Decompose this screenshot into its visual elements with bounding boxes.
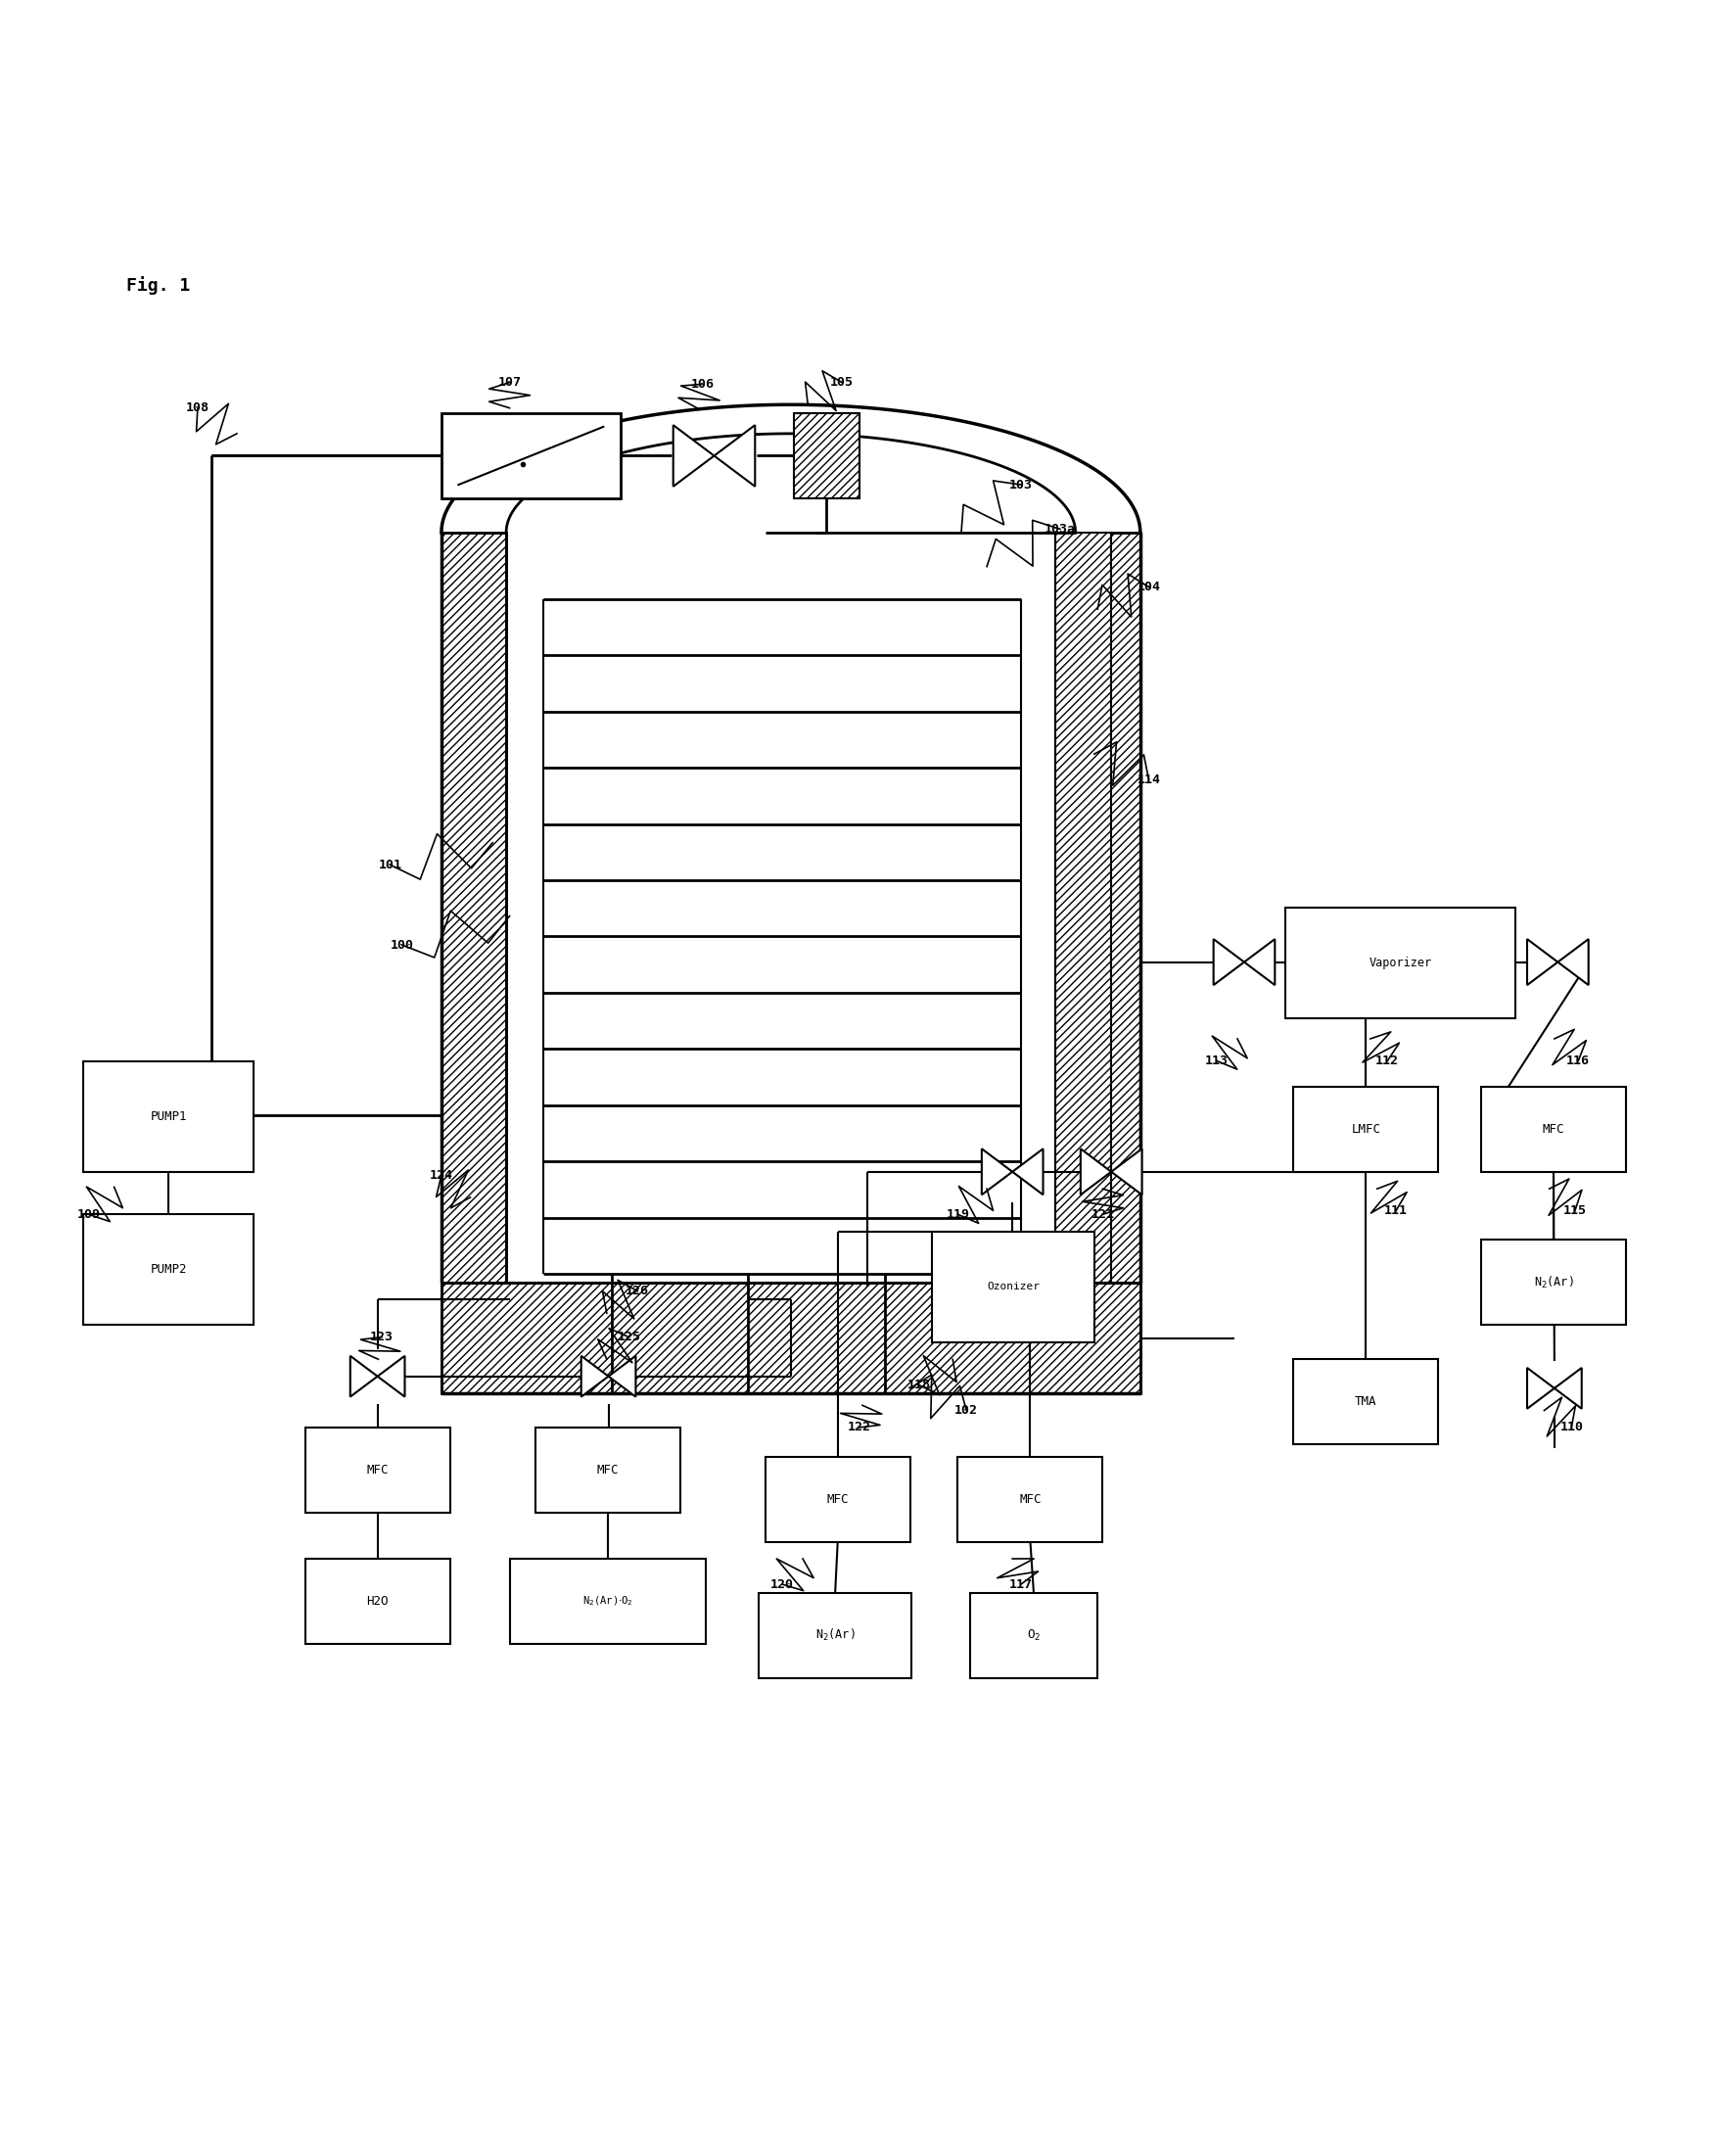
Text: MFC: MFC (1019, 1492, 1041, 1505)
Text: 116: 116 (1567, 1054, 1589, 1067)
Bar (1294, 1087, 1438, 1171)
Bar (1055, 533, 1112, 1283)
Polygon shape (1012, 1149, 1043, 1194)
Text: MFC: MFC (366, 1464, 388, 1477)
Text: 117: 117 (1008, 1578, 1033, 1591)
Text: Fig. 1: Fig. 1 (125, 276, 191, 295)
Text: 114: 114 (1137, 774, 1160, 787)
Text: TMA: TMA (1356, 1395, 1378, 1408)
Text: 119: 119 (947, 1207, 969, 1220)
Text: PUMP1: PUMP1 (151, 1110, 187, 1123)
Text: 123: 123 (369, 1330, 393, 1343)
Polygon shape (1527, 1367, 1555, 1408)
Bar (306, 1559, 450, 1645)
Bar (510, 1559, 706, 1645)
Text: N$_2$(Ar): N$_2$(Ar) (1534, 1274, 1574, 1291)
Text: 102: 102 (955, 1404, 978, 1416)
Bar (1481, 1240, 1625, 1326)
Polygon shape (715, 425, 754, 487)
Text: O$_2$: O$_2$ (1027, 1628, 1041, 1643)
Polygon shape (608, 1356, 636, 1397)
Text: 120: 120 (771, 1578, 794, 1591)
Text: 107: 107 (498, 375, 521, 388)
Bar (765, 1457, 911, 1542)
Text: 126: 126 (625, 1285, 649, 1298)
Text: PUMP2: PUMP2 (151, 1263, 187, 1276)
Polygon shape (1558, 940, 1589, 985)
Text: 110: 110 (1560, 1421, 1584, 1434)
Bar (1294, 1358, 1438, 1445)
Text: 108: 108 (186, 401, 210, 414)
Text: 106: 106 (691, 377, 715, 390)
Text: 122: 122 (847, 1421, 871, 1434)
Text: N$_2$(Ar)$\cdot$O$_2$: N$_2$(Ar)$\cdot$O$_2$ (582, 1595, 632, 1608)
Text: 103a: 103a (1045, 522, 1075, 535)
Polygon shape (1244, 940, 1275, 985)
Polygon shape (581, 1356, 608, 1397)
Text: 121: 121 (1091, 1207, 1115, 1220)
Text: 118: 118 (907, 1378, 931, 1391)
Polygon shape (1213, 940, 1244, 985)
Bar (306, 1427, 450, 1514)
Text: LMFC: LMFC (1352, 1123, 1381, 1136)
Text: 109: 109 (77, 1207, 100, 1220)
Bar (442, 414, 620, 498)
Text: MFC: MFC (826, 1492, 849, 1505)
Polygon shape (981, 1149, 1012, 1194)
Bar (84, 1214, 254, 1326)
Text: 115: 115 (1563, 1205, 1587, 1218)
Bar (794, 414, 859, 498)
Bar (442, 533, 507, 1283)
Text: 101: 101 (378, 858, 402, 871)
Text: 125: 125 (617, 1330, 641, 1343)
Bar (442, 1283, 1141, 1393)
Text: H2O: H2O (366, 1595, 388, 1608)
Bar (1075, 533, 1141, 1283)
Text: MFC: MFC (1543, 1123, 1565, 1136)
Text: 112: 112 (1376, 1054, 1398, 1067)
Text: 124: 124 (430, 1169, 454, 1181)
Text: MFC: MFC (596, 1464, 618, 1477)
Text: 105: 105 (830, 375, 854, 388)
Bar (969, 1593, 1098, 1677)
Bar (758, 1593, 912, 1677)
Text: 111: 111 (1385, 1205, 1407, 1218)
Bar (933, 1231, 1094, 1343)
Text: N$_2$(Ar): N$_2$(Ar) (816, 1628, 856, 1643)
Text: 104: 104 (1137, 580, 1160, 593)
Polygon shape (1527, 940, 1558, 985)
Text: 103: 103 (1008, 479, 1033, 492)
Polygon shape (1112, 1149, 1142, 1194)
Text: 100: 100 (390, 938, 414, 951)
Polygon shape (1555, 1367, 1582, 1408)
Polygon shape (673, 425, 715, 487)
Polygon shape (350, 1356, 378, 1397)
Text: 113: 113 (1206, 1054, 1228, 1067)
Text: Vaporizer: Vaporizer (1369, 957, 1431, 970)
Polygon shape (1081, 1149, 1112, 1194)
Bar (536, 1427, 680, 1514)
Bar (1481, 1087, 1625, 1171)
Bar (84, 1061, 254, 1171)
Bar (959, 1457, 1103, 1542)
Bar (1285, 908, 1515, 1018)
Text: Ozonizer: Ozonizer (986, 1283, 1039, 1291)
Polygon shape (378, 1356, 405, 1397)
